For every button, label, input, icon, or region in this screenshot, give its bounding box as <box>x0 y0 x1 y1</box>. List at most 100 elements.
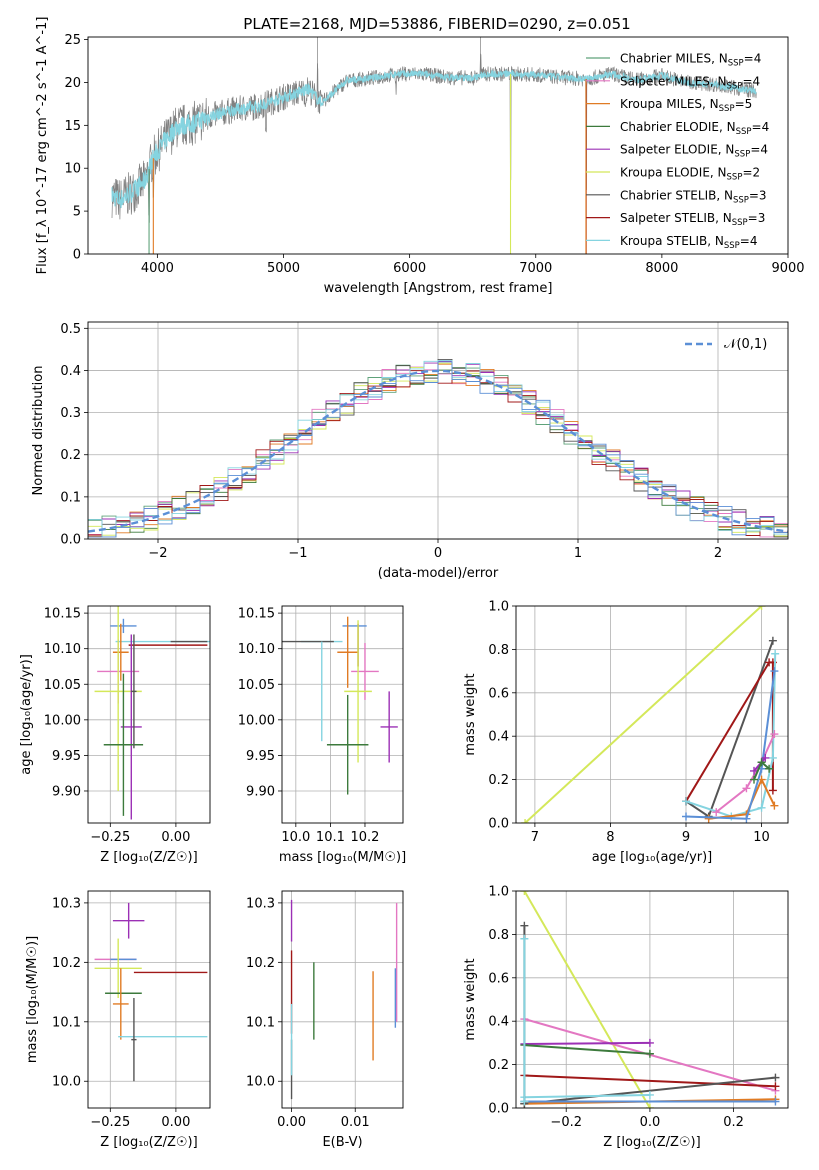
legend-entry: Kroupa STELIB, NSSP=4 <box>620 234 758 251</box>
y-tick-label: 10 <box>64 162 81 177</box>
y-axis-label: Flux [f_λ 10^-17 erg cm^-2 s^-1 A^-1] <box>35 17 50 275</box>
y-tick-label: 0.0 <box>488 817 509 832</box>
weight-series-line <box>685 670 776 820</box>
y-tick-label: 10.15 <box>238 607 275 622</box>
y-tick-label: 0.2 <box>488 1058 509 1073</box>
y-axis-label: mass weight <box>463 958 478 1040</box>
age_vs_z-panel: −0.25 0.00 9.90 9.95 10.00 10.05 10.10 10.15 Z [… <box>19 605 211 865</box>
x-tick-label: −1 <box>288 546 307 561</box>
data-point <box>103 673 144 816</box>
y-tick-label: 10.05 <box>44 678 81 693</box>
legend-value: =4 <box>752 120 770 134</box>
x-tick-label: 7 <box>531 830 539 845</box>
legend-subscript: SSP <box>734 150 750 160</box>
legend-value: =4 <box>750 143 768 157</box>
x-tick-label: 0.2 <box>723 1115 744 1130</box>
legend-entry: 𝒩(0,1) <box>724 337 767 352</box>
x-axis-label: age [log₁₀(age/yr)] <box>592 850 713 865</box>
y-axis-label: mass [log₁₀(M/M☉)] <box>25 936 40 1063</box>
y-tick-label: 10.3 <box>52 896 81 911</box>
data-point <box>326 694 369 795</box>
x-tick-label: 2 <box>714 546 722 561</box>
y-tick-label: 0.0 <box>60 533 81 548</box>
y-tick-label: 20 <box>64 76 81 91</box>
weight-marker <box>771 1073 780 1082</box>
y-tick-label: 0.8 <box>488 643 509 658</box>
y-tick-label: 1.0 <box>488 885 509 900</box>
weight-series-line <box>523 891 651 1108</box>
x-axis-label: wavelength [Angstrom, rest frame] <box>324 281 553 296</box>
axes-frame <box>281 890 404 1109</box>
y-tick-label: 10.2 <box>52 956 81 971</box>
data-point <box>112 623 129 681</box>
y-axis-label: age [log₁₀(age/yr)] <box>19 654 34 775</box>
weight-marker <box>520 921 529 930</box>
y-tick-label: 9.90 <box>246 784 275 799</box>
legend-value: =5 <box>735 97 753 111</box>
weight-marker <box>771 649 780 658</box>
spectrum-panel: 4000 5000 6000 7000 8000 9000 0 5 10 15 20 25 wavele… <box>35 17 805 296</box>
y-tick-label: 10.15 <box>44 607 81 622</box>
x-tick-label: −0.2 <box>550 1115 582 1130</box>
legend-entry: Chabrier MILES, NSSP=4 <box>620 52 761 69</box>
data-point <box>110 618 137 634</box>
weight-marker <box>712 808 721 817</box>
data-point <box>351 642 379 700</box>
y-tick-label: 0.0 <box>488 1102 509 1117</box>
data-point <box>112 902 145 939</box>
y-tick-label: 10.0 <box>246 1075 275 1090</box>
weight-series-line <box>524 1041 650 1045</box>
x-tick-label: 10 <box>753 830 770 845</box>
legend-value: =4 <box>742 74 760 88</box>
x-tick-label: 10.1 <box>316 830 345 845</box>
y-tick-label: 10.00 <box>238 713 275 728</box>
x-tick-label: 1 <box>574 546 582 561</box>
y-tick-label: 15 <box>64 119 81 134</box>
weight-series-line <box>715 733 776 813</box>
y-axis-label: mass weight <box>463 673 478 755</box>
data-point <box>344 620 372 763</box>
x-tick-label: 10.0 <box>281 830 310 845</box>
y-tick-label: 0.3 <box>60 406 81 421</box>
x-tick-label: −0.25 <box>90 830 130 845</box>
weight-marker <box>761 753 770 762</box>
y-tick-label: 10.1 <box>52 1015 81 1030</box>
legend-text: Kroupa MILES, N <box>620 97 719 111</box>
weight-marker <box>757 606 766 610</box>
weight-marker <box>520 891 529 895</box>
legend-entry: Salpeter ELODIE, NSSP=4 <box>620 143 768 160</box>
y-tick-label: 0.4 <box>488 730 509 745</box>
y-tick-label: 0.4 <box>60 364 81 379</box>
legend-text: Chabrier STELIB, N <box>620 188 733 202</box>
y-tick-label: 1.0 <box>488 600 509 615</box>
data-point <box>337 616 359 688</box>
legend-entry: Chabrier STELIB, NSSP=3 <box>620 188 767 205</box>
weight-marker <box>742 784 751 793</box>
x-axis-label: Z [log₁₀(Z/Z☉)] <box>603 1135 700 1150</box>
y-tick-label: 10.10 <box>44 642 81 657</box>
legend-subscript: SSP <box>724 241 740 251</box>
weight-series-line <box>524 1094 650 1099</box>
weight-marker <box>682 797 690 806</box>
axes-frame <box>281 605 404 824</box>
axes-frame <box>87 321 789 540</box>
mass_vs_z-panel: −0.25 0.00 10.0 10.1 10.2 10.3 Z [log₁₀(Z/Z☉)]… <box>25 890 211 1150</box>
weight-marker <box>770 667 779 676</box>
data-point <box>112 968 129 1040</box>
data-point <box>131 634 137 749</box>
weight-marker <box>757 758 766 767</box>
y-tick-label: 10.10 <box>238 642 275 657</box>
weight-marker <box>682 812 690 821</box>
x-tick-label: −2 <box>148 546 167 561</box>
legend-entry: Kroupa MILES, NSSP=5 <box>620 97 752 114</box>
y-tick-label: 10.05 <box>238 678 275 693</box>
legend-value: =2 <box>742 166 760 180</box>
weight-marker <box>645 1104 654 1108</box>
legend-text: Salpeter STELIB, N <box>620 211 732 225</box>
weight-series-line <box>524 606 763 823</box>
legend-text: Kroupa ELODIE, N <box>620 166 727 180</box>
y-tick-label: 0.2 <box>488 773 509 788</box>
axes-frame <box>87 605 211 824</box>
legend-value: =4 <box>744 52 762 66</box>
x-tick-label: 0.01 <box>341 1115 370 1130</box>
